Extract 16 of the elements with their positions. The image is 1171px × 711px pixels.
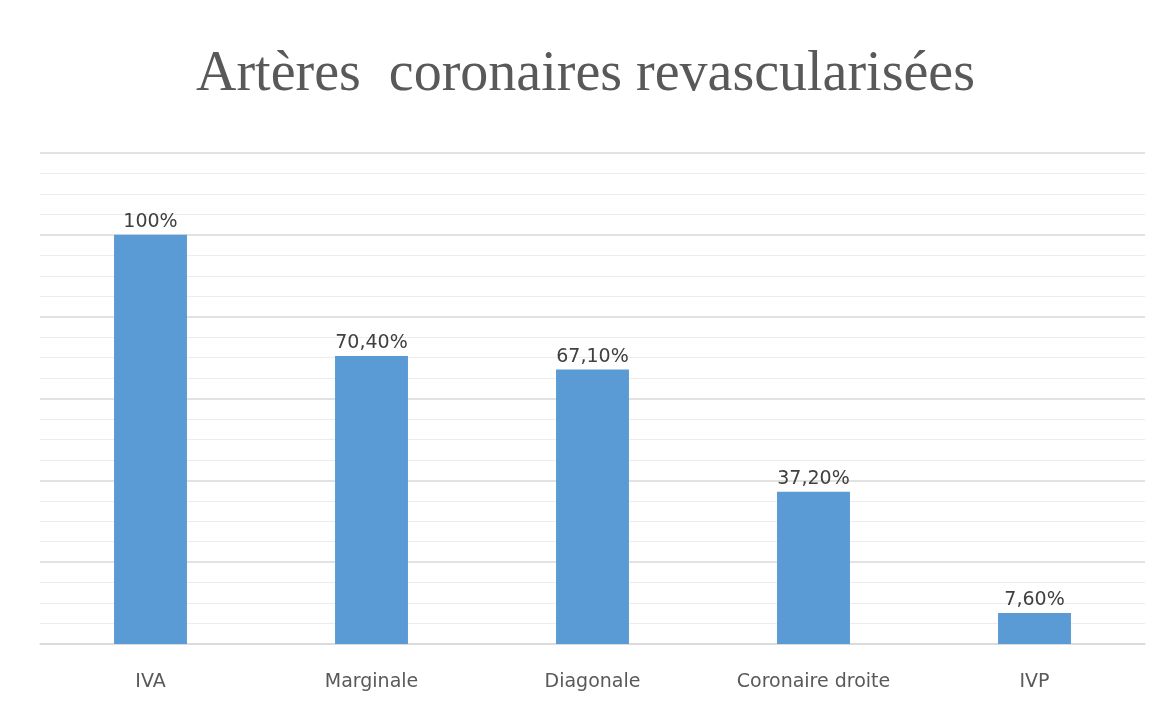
x-tick-label: IVP [1019, 668, 1050, 691]
data-label: 67,10% [556, 343, 629, 366]
data-label: 70,40% [335, 330, 408, 353]
data-label: 100% [123, 209, 178, 232]
bar [998, 612, 1071, 644]
bar [335, 355, 408, 644]
data-label: 7,60% [1004, 587, 1065, 610]
data-label: 37,20% [777, 466, 850, 489]
chart-title: Artères coronaires revascularisées [196, 40, 975, 102]
x-tick-label: Diagonale [544, 668, 641, 691]
bar [114, 234, 187, 644]
bar [777, 491, 850, 644]
x-tick-label: IVA [135, 668, 166, 691]
x-tick-label: Marginale [324, 668, 419, 691]
bar [556, 369, 629, 644]
x-tick-label: Coronaire droite [736, 668, 891, 691]
